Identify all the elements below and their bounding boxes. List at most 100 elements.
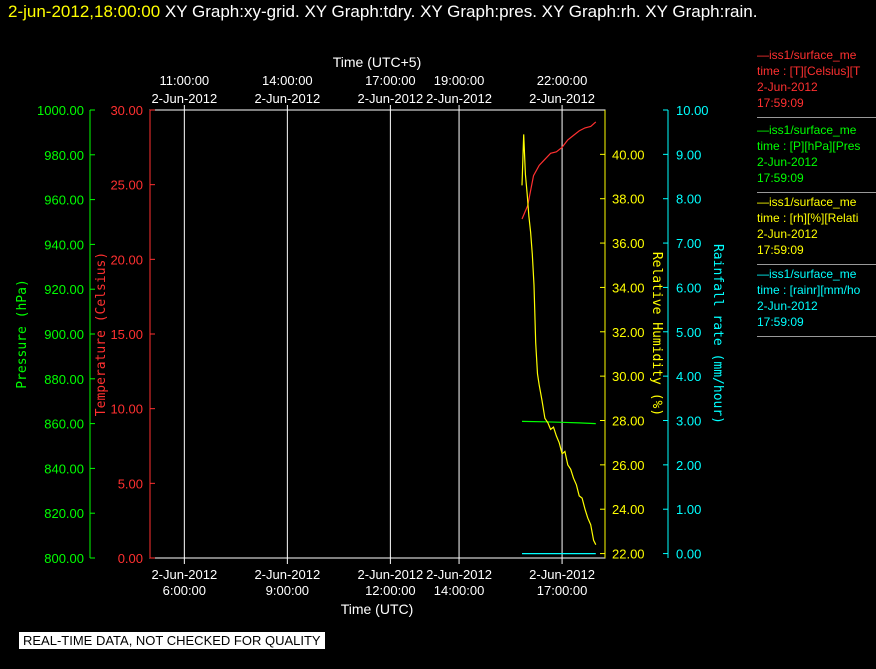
legend-line1: —iss1/surface_me (757, 123, 857, 137)
y-axis-rh-tick-label: 32.00 (612, 325, 645, 340)
x-top-tick-date: 2-Jun-2012 (254, 91, 320, 106)
x-top-tick-label: 19:00:00 (434, 73, 485, 88)
y-axis-rain-tick-label: 2.00 (676, 458, 701, 473)
legend-line1: —iss1/surface_me (757, 195, 857, 209)
x-bottom-tick-date: 2-Jun-2012 (151, 567, 217, 582)
y-axis-temperature-tick-label: 5.00 (118, 476, 143, 491)
y-axis-temperature-tick-label: 30.00 (110, 103, 143, 118)
x-bottom-tick-label: 14:00:00 (434, 583, 485, 598)
y-axis-temperature-tick-label: 20.00 (110, 252, 143, 267)
y-axis-pressure-tick-label: 980.00 (44, 148, 84, 163)
y-axis-rain-tick-label: 3.00 (676, 413, 701, 428)
series-line-rh (521, 134, 597, 545)
legend-line2: time : [P][hPa][Pres (757, 139, 861, 153)
y-axis-rain-tick-label: 9.00 (676, 147, 701, 162)
x-bottom-tick-date: 2-Jun-2012 (426, 567, 492, 582)
legend-line2: time : [rainr][mm/ho (757, 283, 861, 297)
y-axis-pressure-tick-label: 1000.00 (37, 103, 84, 118)
legend-line3: 2-Jun-2012 (757, 155, 818, 169)
y-axis-rain-title: Rainfall rate (mm/hour) (710, 244, 725, 424)
legend-separator (757, 117, 876, 118)
header-graph-pres: XY Graph:pres. (420, 2, 537, 21)
y-axis-temperature-tick-label: 15.00 (110, 327, 143, 342)
y-axis-rain-tick-label: 8.00 (676, 192, 701, 207)
header-title: 2-jun-2012,18:00:00 XY Graph:xy-grid. XY… (8, 2, 757, 22)
legend-line3: 2-Jun-2012 (757, 227, 818, 241)
x-bottom-axis-label: Time (UTC) (341, 601, 414, 617)
x-top-tick-date: 2-Jun-2012 (151, 91, 217, 106)
y-axis-rain-tick-label: 10.00 (676, 103, 709, 118)
y-axis-temperature-tick-label: 25.00 (110, 178, 143, 193)
header-graph-tdry: XY Graph:tdry. (304, 2, 416, 21)
x-bottom-tick-label: 6:00:00 (163, 583, 206, 598)
y-axis-rh-tick-label: 34.00 (612, 280, 645, 295)
y-axis-rain-tick-label: 5.00 (676, 325, 701, 340)
header-graph-xy-grid: XY Graph:xy-grid. (164, 2, 300, 21)
y-axis-pressure-tick-label: 900.00 (44, 327, 84, 342)
legend-line2: time : [T][Celsius][T (757, 64, 861, 78)
y-axis-temperature-title: Temperature (Celsius) (94, 252, 109, 416)
y-axis-rh-title: Relative Humidity (%) (649, 252, 664, 416)
x-bottom-tick-date: 2-Jun-2012 (357, 567, 423, 582)
x-bottom-tick-label: 9:00:00 (266, 583, 309, 598)
header-graph-rain: XY Graph:rain. (645, 2, 758, 21)
y-axis-pressure-tick-label: 880.00 (44, 372, 84, 387)
y-axis-pressure-tick-label: 960.00 (44, 193, 84, 208)
plot-frame (149, 109, 606, 559)
legend-line4: 17:59:09 (757, 243, 804, 257)
x-bottom-tick-label: 12:00:00 (365, 583, 416, 598)
y-axis-rh-tick-label: 24.00 (612, 502, 645, 517)
x-top-tick-label: 17:00:00 (365, 73, 416, 88)
quality-warning: REAL-TIME DATA, NOT CHECKED FOR QUALITY (19, 632, 325, 649)
y-axis-rain-tick-label: 1.00 (676, 502, 701, 517)
x-bottom-tick-date: 2-Jun-2012 (254, 567, 320, 582)
x-top-tick-date: 2-Jun-2012 (426, 91, 492, 106)
y-axis-rh-tick-label: 38.00 (612, 192, 645, 207)
legend-line3: 2-Jun-2012 (757, 80, 818, 94)
legend-line2: time : [rh][%][Relati (757, 211, 859, 225)
y-axis-rh-tick-label: 36.00 (612, 236, 645, 251)
y-axis-rh-tick-label: 28.00 (612, 413, 645, 428)
x-bottom-tick-label: 17:00:00 (537, 583, 588, 598)
header-timestamp: 2-jun-2012,18:00:00 (8, 2, 161, 21)
y-axis-pressure-tick-label: 820.00 (44, 506, 84, 521)
x-top-tick-label: 14:00:00 (262, 73, 313, 88)
y-axis-rh-tick-label: 22.00 (612, 547, 645, 562)
y-axis-pressure-tick-label: 920.00 (44, 282, 84, 297)
legend-separator (757, 336, 876, 337)
legend-line4: 17:59:09 (757, 96, 804, 110)
x-top-tick-date: 2-Jun-2012 (529, 91, 595, 106)
legend-separator (757, 264, 876, 265)
y-axis-temperature-tick-label: 0.00 (118, 551, 143, 566)
x-top-axis-label: Time (UTC+5) (333, 54, 422, 70)
legend-line4: 17:59:09 (757, 171, 804, 185)
legend-line1: —iss1/surface_me (757, 267, 857, 281)
legend-line4: 17:59:09 (757, 315, 804, 329)
y-axis-pressure-tick-label: 800.00 (44, 551, 84, 566)
y-axis-pressure-tick-label: 860.00 (44, 417, 84, 432)
y-axis-rain-tick-label: 6.00 (676, 280, 701, 295)
y-axis-rh-tick-label: 40.00 (612, 147, 645, 162)
x-top-tick-date: 2-Jun-2012 (357, 91, 423, 106)
x-bottom-tick-date: 2-Jun-2012 (529, 567, 595, 582)
y-axis-pressure-tick-label: 840.00 (44, 461, 84, 476)
series-line-pressure (521, 420, 596, 425)
y-axis-rh-tick-label: 26.00 (612, 458, 645, 473)
y-axis-rain-tick-label: 0.00 (676, 547, 701, 562)
y-axis-rain-tick-label: 4.00 (676, 369, 701, 384)
y-axis-pressure-title: Pressure (hPa) (15, 279, 30, 389)
header-graph-rh: XY Graph:rh. (541, 2, 641, 21)
legend-line1: —iss1/surface_me (757, 48, 857, 62)
x-top-tick-label: 11:00:00 (160, 73, 210, 88)
x-top-tick-label: 22:00:00 (537, 73, 588, 88)
legend-separator (757, 192, 876, 193)
y-axis-temperature-tick-label: 10.00 (110, 402, 143, 417)
legend-line3: 2-Jun-2012 (757, 299, 818, 313)
y-axis-rh-tick-label: 30.00 (612, 369, 645, 384)
y-axis-pressure-tick-label: 940.00 (44, 237, 84, 252)
